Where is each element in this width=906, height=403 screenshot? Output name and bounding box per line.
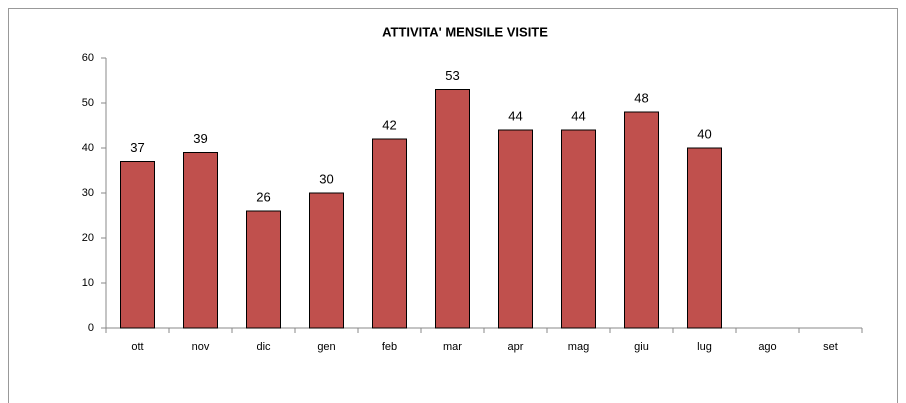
data-label: 30 [319, 171, 333, 186]
data-label: 48 [634, 90, 648, 105]
x-tick-label: mar [443, 341, 462, 353]
x-tick-label: feb [382, 341, 397, 353]
y-tick-label: 0 [88, 322, 94, 334]
x-tick-label: giu [634, 341, 649, 353]
bar [120, 161, 155, 329]
x-tick-label: nov [192, 341, 210, 353]
x-tick-label: mag [568, 341, 589, 353]
data-label: 42 [382, 117, 396, 132]
bar [687, 147, 722, 329]
data-label: 44 [571, 108, 585, 123]
y-tick-label: 40 [82, 142, 94, 154]
y-tick-label: 50 [82, 97, 94, 109]
y-tick-label: 60 [82, 52, 94, 64]
bar [561, 129, 596, 329]
bar [498, 129, 533, 329]
x-tick-label: gen [317, 341, 335, 353]
data-label: 26 [256, 189, 270, 204]
chart-title: ATTIVITA' MENSILE VISITE [382, 24, 548, 39]
data-label: 44 [508, 108, 522, 123]
y-tick-label: 10 [82, 277, 94, 289]
x-tick-label: ott [131, 341, 143, 353]
x-tick-label: ago [758, 341, 776, 353]
x-tick-label: dic [256, 341, 271, 353]
bar [372, 138, 407, 329]
bar [309, 192, 344, 329]
x-tick-label: set [823, 341, 838, 353]
y-tick-label: 20 [82, 232, 94, 244]
bar [435, 89, 470, 329]
bar [624, 111, 659, 329]
bar [183, 152, 218, 329]
x-tick-label: lug [697, 341, 712, 353]
data-label: 53 [445, 68, 459, 83]
x-tick-label: apr [508, 341, 524, 353]
data-label: 40 [697, 126, 711, 141]
data-label: 37 [130, 140, 144, 155]
bar [246, 210, 281, 329]
y-tick-label: 30 [82, 187, 94, 199]
data-label: 39 [193, 131, 207, 146]
